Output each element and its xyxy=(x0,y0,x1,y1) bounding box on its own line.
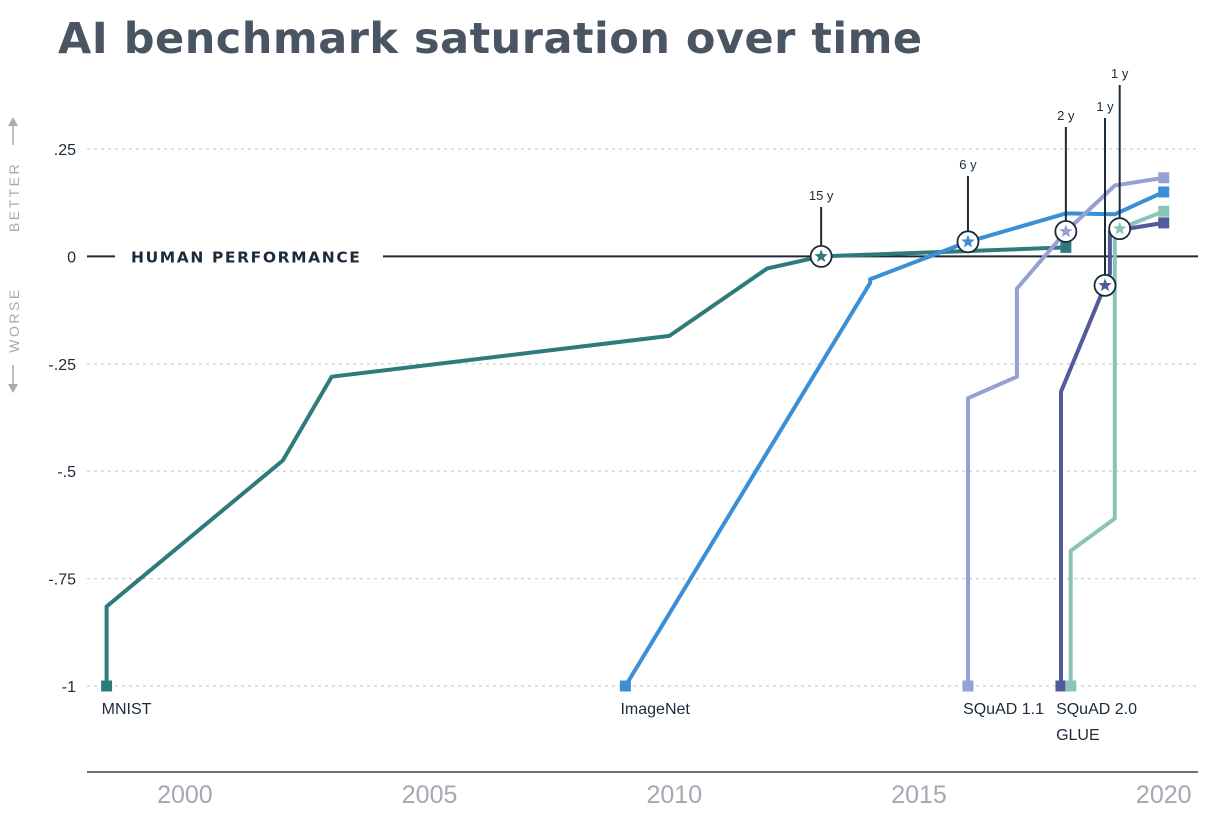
star-icon xyxy=(814,249,828,263)
end-marker xyxy=(1158,186,1170,198)
y-tick-label: .25 xyxy=(54,142,76,159)
star-icon xyxy=(1113,221,1127,235)
x-tick-label: 2005 xyxy=(402,781,458,809)
series-line-mnist xyxy=(104,245,1068,688)
start-marker xyxy=(619,680,631,692)
annotation-label: 1 y xyxy=(1111,66,1129,81)
dataset-label: SQuAD 1.1 xyxy=(963,701,1044,718)
annotation-label: 2 y xyxy=(1057,108,1075,123)
series-line-squad-1-1 xyxy=(966,175,1166,688)
star-icon xyxy=(1059,224,1073,238)
x-tick-label: 2015 xyxy=(891,781,947,809)
y-tick-label: -.5 xyxy=(57,464,76,481)
dataset-label: ImageNet xyxy=(620,701,690,718)
x-tick-label: 2000 xyxy=(157,781,213,809)
star-icon xyxy=(1098,278,1112,292)
dataset-label: SQuAD 2.0 xyxy=(1056,701,1137,718)
start-marker xyxy=(1065,680,1077,692)
end-marker xyxy=(1060,241,1072,253)
annotation-label: 15 y xyxy=(809,188,834,203)
label-layer: 15 y 6 y 2 y 1 y 1 y MNIST ImageNet SQuAD 1.1 SQ… xyxy=(102,66,1137,744)
start-marker xyxy=(962,680,974,692)
human-performance-label: HUMAN PERFORMANCE xyxy=(131,248,362,266)
start-marker xyxy=(101,680,113,692)
dataset-label: MNIST xyxy=(102,701,152,718)
worse-arrow-head xyxy=(8,384,18,393)
end-marker xyxy=(1158,205,1170,217)
better-arrow-head xyxy=(8,117,18,126)
x-tick-label: 2020 xyxy=(1136,781,1192,809)
annotation-label: 1 y xyxy=(1096,99,1114,114)
chart-title: AI benchmark saturation over time xyxy=(58,14,923,64)
dataset-label: GLUE xyxy=(1056,727,1100,744)
series-line-glue xyxy=(1068,209,1166,688)
axes: .25 0 -.25 -.5 -.75 -1 HUMAN PERFORMANCE BETTER… xyxy=(6,117,1198,809)
marker-layer xyxy=(101,85,1170,692)
better-label: BETTER xyxy=(6,162,22,232)
worse-label: WORSE xyxy=(6,287,22,352)
series-line-imagenet xyxy=(623,190,1166,688)
annotation-label: 6 y xyxy=(959,157,977,172)
start-marker xyxy=(1055,680,1067,692)
end-marker xyxy=(1158,217,1170,229)
star-icon xyxy=(961,234,975,248)
grid-lines xyxy=(87,148,1198,687)
y-tick-label: -.75 xyxy=(48,572,76,589)
y-tick-label: 0 xyxy=(67,249,76,266)
end-marker xyxy=(1158,172,1170,184)
x-tick-label: 2010 xyxy=(647,781,703,809)
y-tick-label: -1 xyxy=(62,679,76,696)
y-tick-label: -.25 xyxy=(48,357,76,374)
